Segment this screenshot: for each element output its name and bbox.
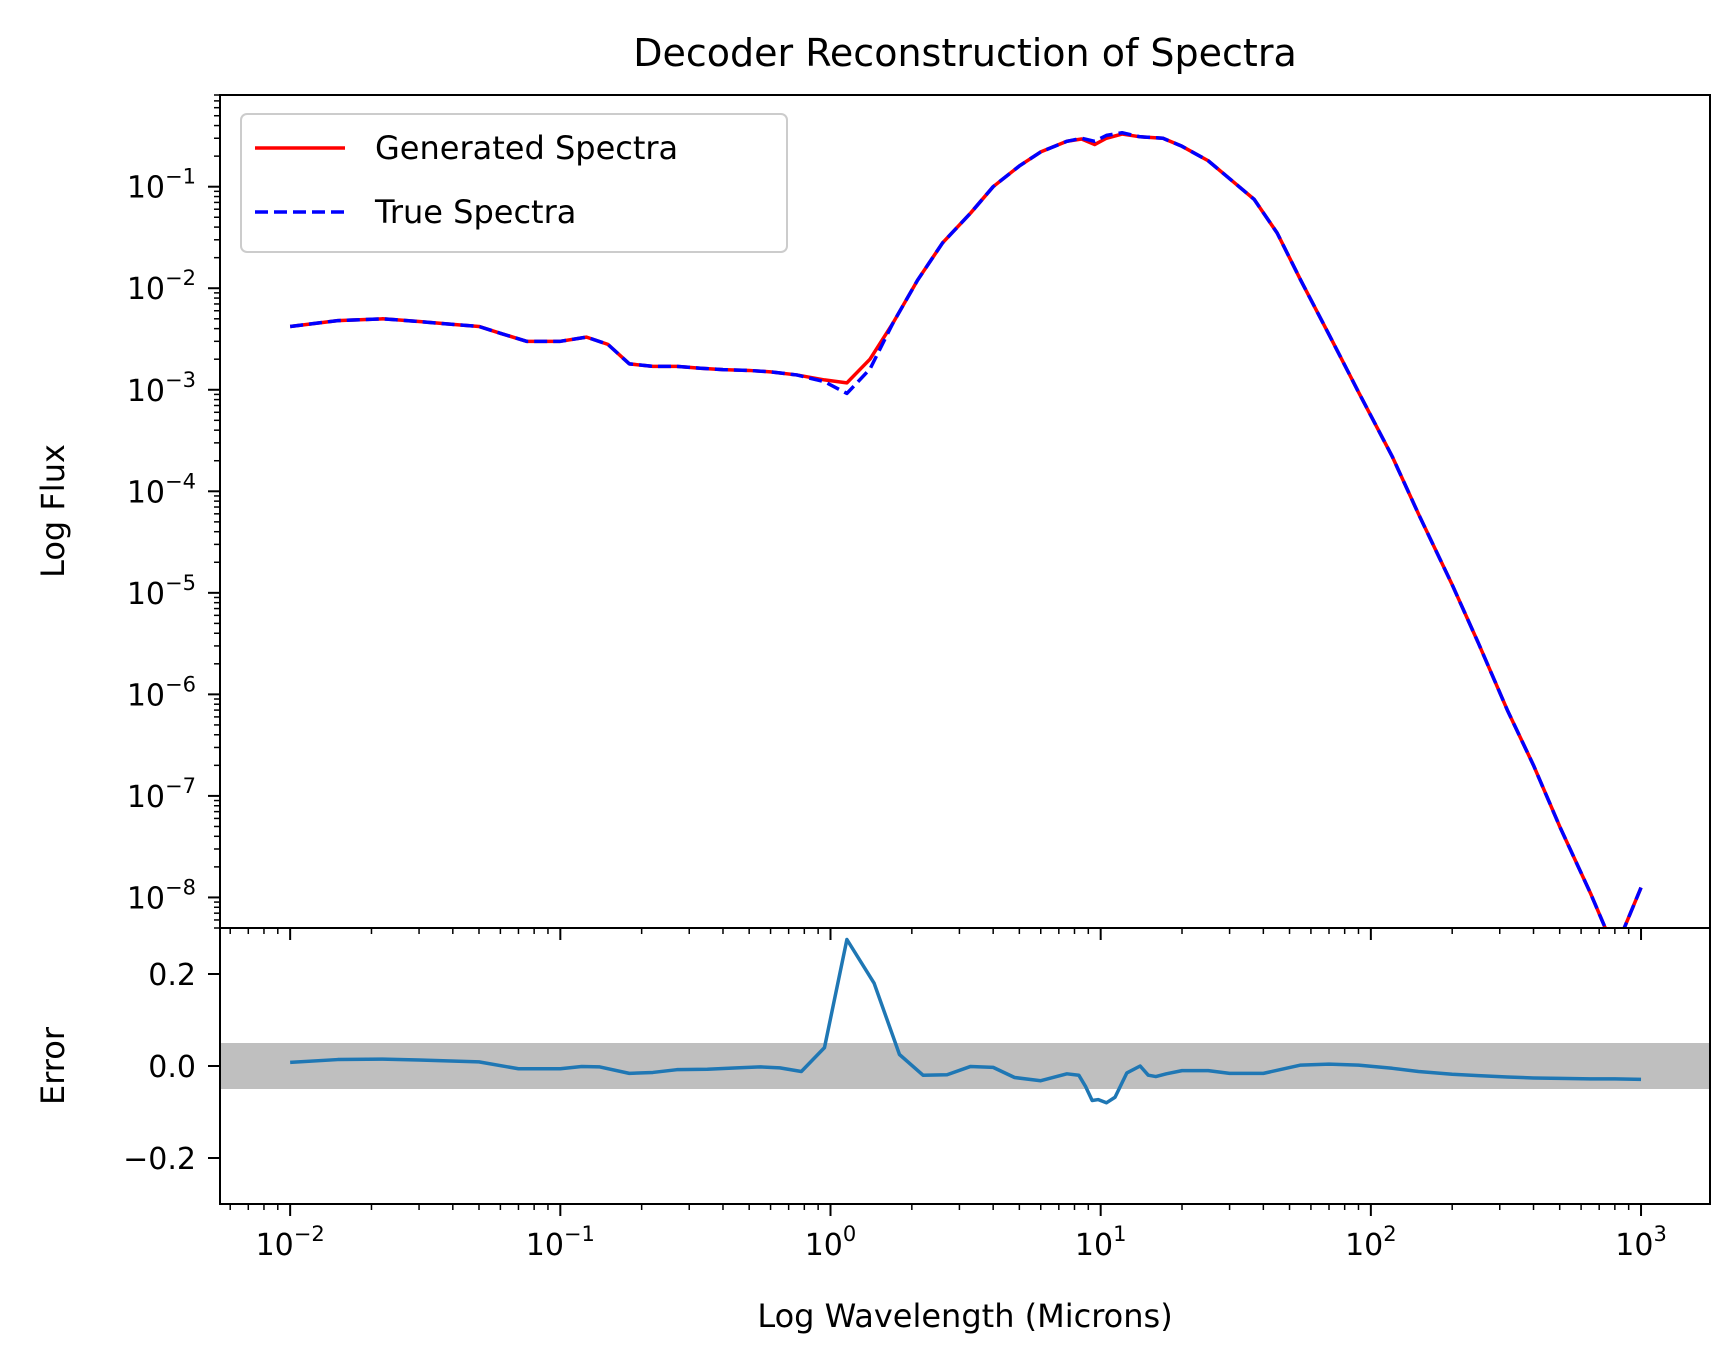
- flux-y-tick-label: 10−4: [127, 469, 196, 510]
- flux-y-tick-label: 10−7: [127, 774, 196, 815]
- error-panel: 0.2 0.0 −0.2 10−2 10−1 100 101 102 103 Error Lo…: [34, 927, 1711, 1335]
- flux-y-tick-label: 10−6: [127, 672, 196, 713]
- error-x-tick-label: 100: [805, 1222, 857, 1263]
- flux-y-tick-labels: 10−8 10−7 10−6 10−5 10−4 10−3 10−2 10−1: [127, 165, 196, 917]
- flux-series: [289, 130, 1643, 928]
- legend-label-generated: Generated Spectra: [375, 129, 678, 167]
- error-y-ticks: 0.2 0.0 −0.2: [123, 958, 220, 1177]
- legend-label-true: True Spectra: [374, 193, 576, 231]
- error-tolerance-band: [220, 1043, 1710, 1089]
- error-x-tick-label: 10−1: [526, 1222, 595, 1263]
- error-y-axis-label: Error: [34, 1026, 72, 1105]
- error-x-tick-label: 103: [1615, 1222, 1667, 1263]
- flux-y-tick-label: 10−3: [127, 368, 196, 409]
- error-y-tick-label: −0.2: [123, 1142, 196, 1177]
- flux-y-tick-label: 10−2: [127, 266, 196, 307]
- error-x-tick-label: 102: [1345, 1222, 1397, 1263]
- error-x-tick-label: 10−2: [256, 1222, 325, 1263]
- x-axis-label: Log Wavelength (Microns): [757, 1297, 1172, 1335]
- error-y-tick-label: 0.0: [148, 1050, 196, 1085]
- error-x-tick-labels: 10−2 10−1 100 101 102 103: [256, 1222, 1667, 1263]
- flux-y-tick-label: 10−5: [127, 571, 196, 612]
- series-line-error: [290, 937, 1642, 1105]
- legend: Generated Spectra True Spectra: [240, 113, 788, 253]
- series-line-true-spectra: [289, 130, 1643, 928]
- flux-y-tick-label: 10−8: [127, 875, 196, 916]
- flux-y-axis-label: Log Flux: [34, 444, 72, 578]
- error-plot-frame: [219, 927, 1711, 1205]
- legend-box: [240, 113, 788, 253]
- flux-y-tick-label: 10−1: [127, 165, 196, 206]
- flux-panel: 10−8 10−7 10−6 10−5 10−4 10−3 10−2 10−1 Log Flu…: [34, 94, 1711, 940]
- chart-title: Decoder Reconstruction of Spectra: [633, 31, 1296, 75]
- error-y-tick-label: 0.2: [148, 958, 196, 993]
- error-x-tick-label: 101: [1075, 1222, 1127, 1263]
- error-series: [290, 937, 1642, 1105]
